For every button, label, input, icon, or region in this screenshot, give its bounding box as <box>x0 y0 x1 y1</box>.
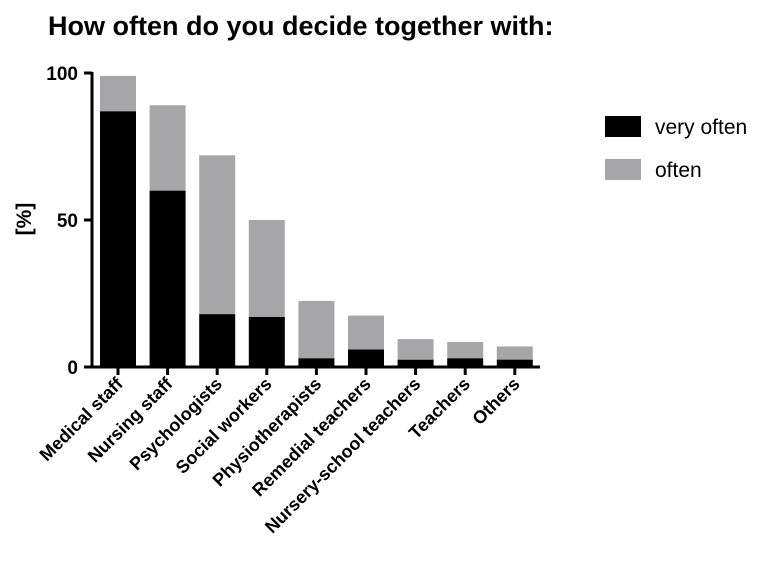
y-axis-label: [%] <box>13 203 36 236</box>
y-tick-label-50: 50 <box>57 211 78 232</box>
x-tick-label-8: Others <box>468 374 523 429</box>
bar-often-7 <box>447 342 484 359</box>
bar-often-0 <box>100 75 136 112</box>
legend: very often often <box>605 116 747 182</box>
chart-title: How often do you decide together with: <box>48 11 554 41</box>
bar-very-often-5 <box>348 349 384 367</box>
legend-swatch-often <box>605 159 641 180</box>
bars-group <box>100 75 533 367</box>
bar-very-often-4 <box>298 358 335 367</box>
bar-very-often-2 <box>199 314 236 367</box>
bar-very-often-7 <box>447 358 484 367</box>
bar-very-often-1 <box>149 190 186 367</box>
bar-often-6 <box>397 339 434 360</box>
bar-often-5 <box>348 315 384 350</box>
bar-often-2 <box>199 155 236 315</box>
legend-swatch-very-often <box>605 116 641 137</box>
bar-very-often-3 <box>248 317 285 367</box>
legend-label-often: often <box>655 159 702 182</box>
bar-often-4 <box>298 300 335 359</box>
bar-very-often-0 <box>100 111 136 367</box>
x-tick-label-0: Medical staff <box>36 373 128 465</box>
bar-very-often-6 <box>397 359 434 367</box>
legend-label-very-often: very often <box>655 116 747 139</box>
y-tick-label-100: 100 <box>46 64 78 85</box>
bar-often-3 <box>248 220 285 317</box>
y-tick-label-0: 0 <box>67 358 78 379</box>
bar-very-often-8 <box>496 359 533 367</box>
bar-often-1 <box>149 105 186 191</box>
bar-often-8 <box>496 346 533 360</box>
x-tick-label-1: Nursing staff <box>84 373 177 466</box>
